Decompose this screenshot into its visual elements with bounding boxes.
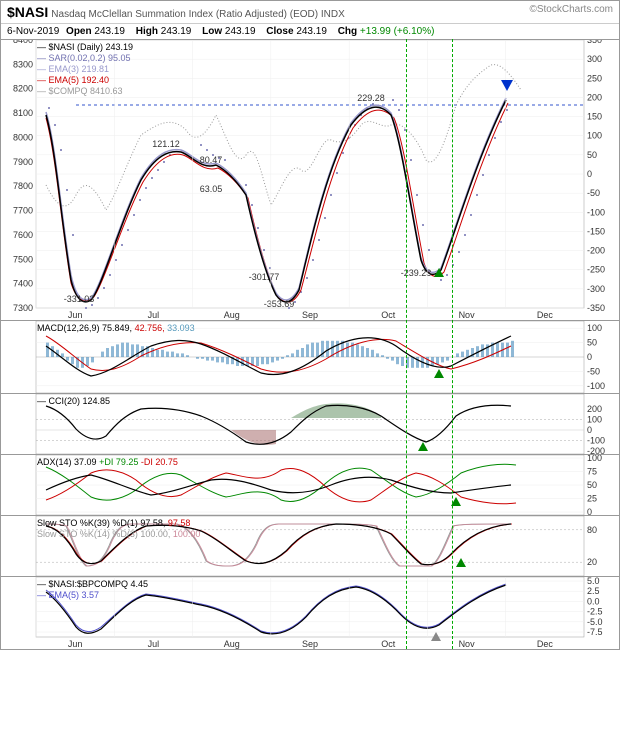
svg-text:8300: 8300	[13, 59, 33, 69]
svg-text:7900: 7900	[13, 157, 33, 167]
svg-text:0: 0	[587, 425, 592, 435]
svg-text:Dec: Dec	[537, 639, 554, 649]
chart-panel: ADX(14) 37.09 +DI 79.25 -DI 20.75 0 25 50 75…	[1, 454, 619, 515]
svg-text:-350: -350	[587, 303, 605, 313]
svg-text:7600: 7600	[13, 230, 33, 240]
chart-panel: — $NASI (Daily) 243.19— SAR(0.02,0.2) 95…	[1, 39, 619, 320]
svg-text:-300: -300	[587, 284, 605, 294]
chart-panel: — CCI(20) 124.85-300-200-1000100200	[1, 393, 619, 454]
svg-text:-2.5: -2.5	[587, 607, 603, 617]
svg-text:-200: -200	[587, 446, 605, 454]
svg-text:350: 350	[587, 40, 602, 45]
svg-text:100: 100	[587, 131, 602, 141]
svg-text:Sep: Sep	[302, 639, 318, 649]
svg-text:50: 50	[587, 150, 597, 160]
ticker-symbol: $NASI	[7, 4, 48, 20]
svg-text:50: 50	[587, 480, 597, 490]
svg-text:100: 100	[587, 415, 602, 425]
svg-text:-250: -250	[587, 265, 605, 275]
svg-text:-100: -100	[587, 207, 605, 217]
signal-arrow-icon	[434, 268, 444, 277]
signal-arrow-icon	[418, 442, 428, 451]
svg-text:-50: -50	[587, 366, 600, 376]
panel-legend: ADX(14) 37.09 +DI 79.25 -DI 20.75	[37, 457, 178, 468]
svg-text:200: 200	[587, 404, 602, 414]
svg-text:Oct: Oct	[381, 639, 396, 649]
svg-text:100: 100	[587, 323, 602, 333]
svg-text:Jun: Jun	[68, 310, 83, 320]
vertical-marker-line	[406, 39, 407, 649]
panel-legend: Slow STO %K(39) %D(1) 97.58, 97.58Slow S…	[37, 518, 200, 540]
ticker-description: Nasdaq McClellan Summation Index (Ratio …	[51, 9, 344, 20]
svg-text:-100: -100	[587, 436, 605, 446]
panel-legend: MACD(12,26,9) 75.849, 42.756, 33.093	[37, 323, 195, 334]
svg-text:0: 0	[587, 352, 592, 362]
svg-text:Oct: Oct	[381, 310, 396, 320]
svg-text:100: 100	[587, 455, 602, 463]
svg-text:8400: 8400	[13, 40, 33, 45]
svg-text:Jul: Jul	[148, 310, 160, 320]
panel-legend: — CCI(20) 124.85	[37, 396, 110, 407]
panel-legend: — $NASI:$BPCOMPQ 4.45— EMA(5) 3.57	[37, 579, 148, 601]
svg-text:-7.5: -7.5	[587, 627, 603, 637]
svg-text:8200: 8200	[13, 84, 33, 94]
svg-text:300: 300	[587, 54, 602, 64]
svg-text:0.0: 0.0	[587, 596, 600, 606]
svg-text:75: 75	[587, 467, 597, 477]
svg-text:229.28: 229.28	[357, 93, 385, 103]
chart-header: ©StockCharts.com $NASI Nasdaq McClellan …	[1, 1, 619, 24]
svg-text:150: 150	[587, 112, 602, 122]
chart-panel: MACD(12,26,9) 75.849, 42.756, 33.093 -100…	[1, 320, 619, 393]
svg-text:25: 25	[587, 494, 597, 504]
svg-text:0: 0	[587, 507, 592, 515]
svg-text:-100: -100	[587, 381, 605, 391]
signal-arrow-icon	[456, 558, 466, 567]
svg-text:Nov: Nov	[459, 639, 476, 649]
vertical-marker-line	[452, 39, 453, 649]
svg-text:-200: -200	[587, 246, 605, 256]
svg-text:Dec: Dec	[537, 310, 554, 320]
svg-text:-353.69: -353.69	[264, 299, 295, 309]
svg-text:-5.0: -5.0	[587, 617, 603, 627]
stock-chart: ©StockCharts.com $NASI Nasdaq McClellan …	[0, 0, 620, 650]
svg-text:7700: 7700	[13, 206, 33, 216]
svg-text:80: 80	[587, 525, 597, 535]
svg-text:-301.77: -301.77	[249, 272, 280, 282]
svg-text:Jul: Jul	[148, 639, 160, 649]
svg-text:2.5: 2.5	[587, 586, 600, 596]
svg-text:250: 250	[587, 73, 602, 83]
svg-text:Aug: Aug	[224, 310, 240, 320]
signal-arrow-icon	[434, 369, 444, 378]
svg-text:63.05: 63.05	[200, 184, 223, 194]
svg-text:7300: 7300	[13, 303, 33, 313]
svg-text:-331.03: -331.03	[64, 294, 95, 304]
svg-text:-50: -50	[587, 188, 600, 198]
svg-text:50: 50	[587, 338, 597, 348]
signal-arrow-icon	[501, 80, 513, 91]
svg-text:Sep: Sep	[302, 310, 318, 320]
svg-text:7800: 7800	[13, 181, 33, 191]
panel-legend: — $NASI (Daily) 243.19— SAR(0.02,0.2) 95…	[37, 42, 133, 97]
svg-text:5.0: 5.0	[587, 577, 600, 586]
signal-arrow-icon	[431, 632, 441, 641]
chart-panel: Slow STO %K(39) %D(1) 97.58, 97.58Slow S…	[1, 515, 619, 576]
attribution: ©StockCharts.com	[529, 4, 613, 15]
svg-text:0: 0	[587, 169, 592, 179]
svg-text:-150: -150	[587, 226, 605, 236]
chart-date: 6-Nov-2019	[7, 26, 59, 37]
svg-text:80.47: 80.47	[200, 155, 223, 165]
svg-text:200: 200	[587, 92, 602, 102]
svg-text:7500: 7500	[13, 254, 33, 264]
svg-text:8100: 8100	[13, 108, 33, 118]
svg-text:Nov: Nov	[459, 310, 476, 320]
chart-panels: — $NASI (Daily) 243.19— SAR(0.02,0.2) 95…	[1, 39, 619, 649]
svg-text:Aug: Aug	[224, 639, 240, 649]
chart-panel: — $NASI:$BPCOMPQ 4.45— EMA(5) 3.57 -7.5-5…	[1, 576, 619, 649]
svg-text:8000: 8000	[13, 132, 33, 142]
svg-text:Jun: Jun	[68, 639, 83, 649]
svg-text:7400: 7400	[13, 279, 33, 289]
svg-text:20: 20	[587, 557, 597, 567]
ohlc-line: 6-Nov-2019 Open 243.19 High 243.19 Low 2…	[1, 24, 619, 39]
svg-text:121.12: 121.12	[152, 139, 180, 149]
